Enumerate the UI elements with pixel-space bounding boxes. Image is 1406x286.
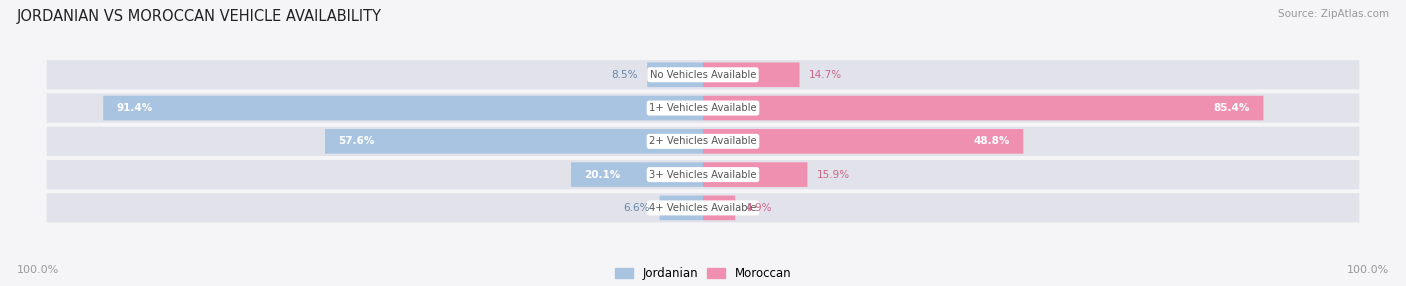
Text: 4+ Vehicles Available: 4+ Vehicles Available [650,203,756,213]
Text: 100.0%: 100.0% [1347,265,1389,275]
FancyBboxPatch shape [647,62,703,87]
FancyBboxPatch shape [703,162,807,187]
Text: 48.8%: 48.8% [974,136,1010,146]
Text: No Vehicles Available: No Vehicles Available [650,70,756,80]
Text: 6.6%: 6.6% [623,203,650,213]
Text: 14.7%: 14.7% [810,70,842,80]
Text: Source: ZipAtlas.com: Source: ZipAtlas.com [1278,9,1389,19]
Text: JORDANIAN VS MOROCCAN VEHICLE AVAILABILITY: JORDANIAN VS MOROCCAN VEHICLE AVAILABILI… [17,9,382,23]
FancyBboxPatch shape [325,129,703,154]
Text: 1+ Vehicles Available: 1+ Vehicles Available [650,103,756,113]
FancyBboxPatch shape [703,96,1264,120]
FancyBboxPatch shape [46,60,1360,90]
Text: 91.4%: 91.4% [117,103,153,113]
FancyBboxPatch shape [46,127,1360,156]
FancyBboxPatch shape [46,94,1360,123]
Legend: Jordanian, Moroccan: Jordanian, Moroccan [614,267,792,280]
Text: 20.1%: 20.1% [585,170,620,180]
Text: 15.9%: 15.9% [817,170,851,180]
FancyBboxPatch shape [46,193,1360,223]
FancyBboxPatch shape [46,160,1360,189]
Text: 8.5%: 8.5% [610,70,637,80]
Text: 3+ Vehicles Available: 3+ Vehicles Available [650,170,756,180]
FancyBboxPatch shape [703,62,800,87]
Text: 100.0%: 100.0% [17,265,59,275]
Text: 57.6%: 57.6% [339,136,374,146]
Text: 2+ Vehicles Available: 2+ Vehicles Available [650,136,756,146]
FancyBboxPatch shape [703,196,735,220]
FancyBboxPatch shape [703,129,1024,154]
Text: 4.9%: 4.9% [745,203,772,213]
FancyBboxPatch shape [571,162,703,187]
FancyBboxPatch shape [659,196,703,220]
FancyBboxPatch shape [103,96,703,120]
Text: 85.4%: 85.4% [1213,103,1250,113]
